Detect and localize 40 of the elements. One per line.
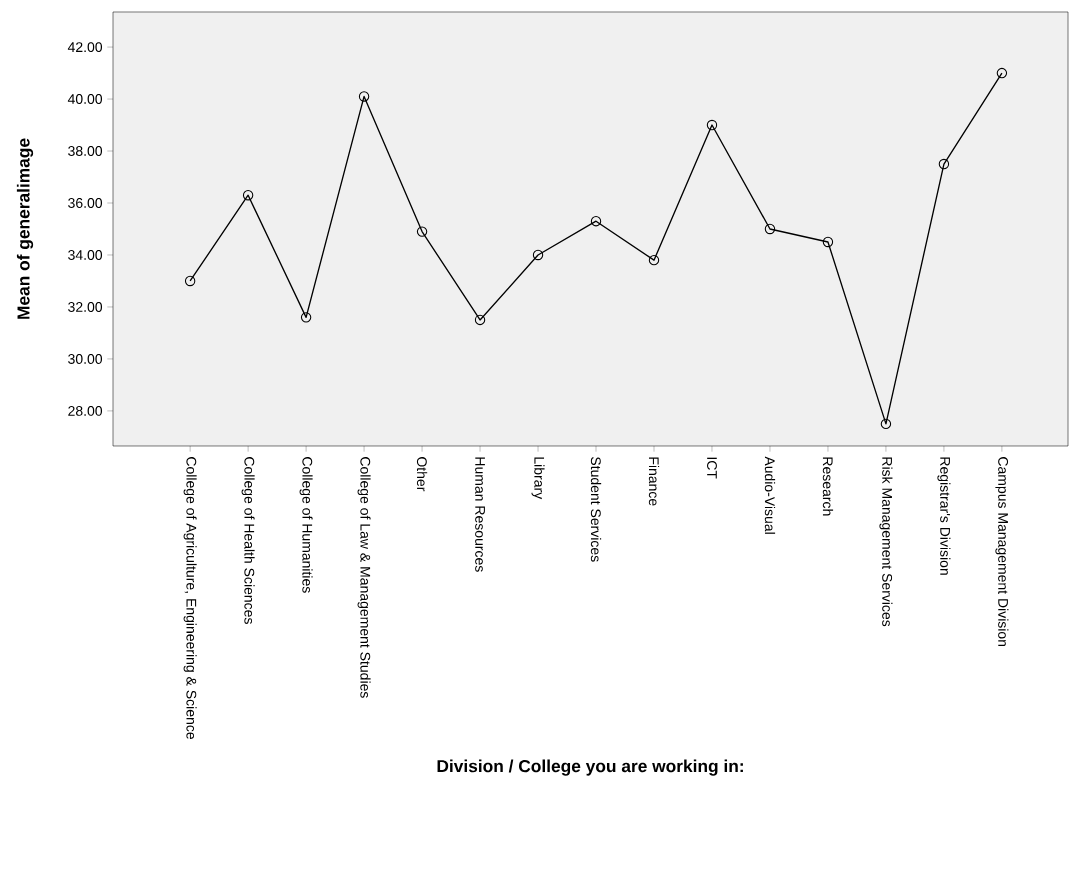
x-tick-label: Audio-Visual: [764, 456, 776, 534]
x-tick-label: Other: [416, 457, 428, 492]
x-axis-title: Division / College you are working in:: [437, 759, 743, 776]
y-tick-label: 32.00: [68, 302, 103, 312]
point: [822, 236, 834, 248]
point: [300, 312, 312, 323]
x-tick-label: Risk Management Services: [879, 457, 893, 627]
x-tick-label: Registrar's Division: [937, 457, 951, 575]
point: [590, 215, 602, 227]
x-tick-label: Student Services: [590, 457, 602, 562]
y-tick-label: 28.00: [68, 405, 103, 416]
y-tick-label: 34.00: [68, 250, 103, 260]
point: [474, 314, 486, 326]
point: [996, 67, 1008, 79]
x-tick-label: Finance: [648, 457, 660, 506]
y-tick-label: 38.00: [68, 146, 103, 156]
point: [184, 275, 196, 287]
x-tick-label: Campus Management Division: [995, 457, 1009, 647]
point: [764, 223, 776, 235]
point: [938, 158, 950, 170]
x-tick-label: Human Resources: [475, 457, 485, 572]
x-tick-label: College of Health Sciences: [241, 457, 255, 624]
x-tick-label: College of Humanities: [299, 457, 313, 593]
x-tick-label: Research: [822, 457, 834, 516]
point: [880, 418, 892, 430]
y-tick-label: 36.00: [68, 198, 103, 208]
x-tick-label: College of Agriculture, Engineering & Science: [183, 457, 197, 739]
x-tick-label: Library: [531, 457, 545, 500]
point: [242, 190, 254, 201]
point: [648, 254, 660, 266]
point: [706, 119, 718, 131]
y-tick-label: 42.00: [67, 42, 103, 53]
point: [532, 249, 544, 261]
y-tick-label: 40.00: [67, 94, 103, 105]
y-tick-label: 30.00: [68, 353, 103, 364]
x-tick-label: ICT: [707, 457, 717, 479]
point: [416, 226, 428, 237]
y-axis-title: Mean of generalimage: [16, 138, 34, 319]
x-tick-label: College of Law & Management Studies: [357, 457, 371, 698]
point: [358, 91, 370, 102]
